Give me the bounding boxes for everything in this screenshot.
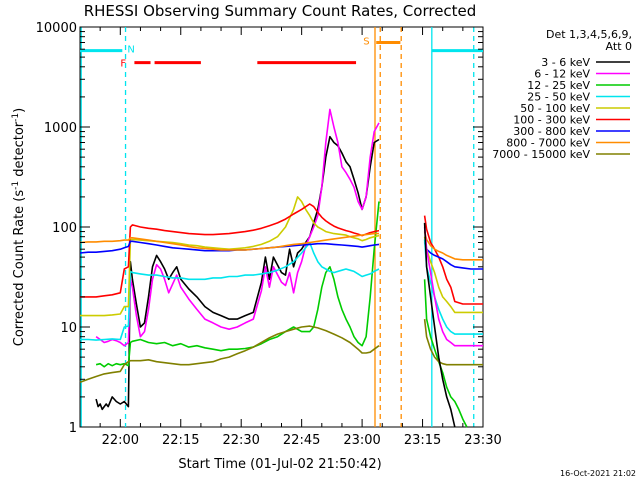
series-after-gap-3	[423, 236, 483, 314]
y-axis-label-text: Corrected Count Rate (s	[12, 190, 27, 347]
y-tick-label-1: 10	[60, 321, 77, 336]
legend-entry-3: 25 - 50 keV	[527, 91, 590, 104]
series-line-3	[80, 241, 380, 341]
series-line-1	[95, 108, 380, 347]
x-tick-label-0: 22:00	[102, 433, 139, 448]
series-after-gap-2	[423, 231, 483, 261]
y-axis-ticks: 1 10 100 1000 10000	[36, 21, 483, 436]
legend-entry-0: 3 - 6 keV	[541, 56, 590, 69]
series-lines	[79, 108, 483, 428]
series-after-gap-7	[423, 319, 483, 366]
legend-entry-4: 50 - 100 keV	[520, 102, 590, 115]
legend-entry-7: 800 - 7000 keV	[506, 137, 590, 150]
x-tick-label-3: 22:45	[283, 433, 320, 448]
series-line-4	[80, 196, 380, 317]
x-tick-label-6: 23:30	[464, 433, 501, 448]
legend-entry-6: 300 - 800 keV	[513, 125, 590, 138]
y-tick-label-3: 1000	[44, 121, 77, 136]
flag-label-F: F	[120, 59, 126, 70]
legend-header-line-2: Att 0	[606, 40, 632, 53]
flag-label-S: S	[363, 36, 369, 47]
x-axis-ticks: 22:00 22:15 22:30 22:45 23:00 23:15 23:30	[99, 27, 502, 448]
timestamp: 16-Oct-2021 21:02	[560, 469, 636, 478]
series-after-gap-6	[423, 279, 468, 428]
y-axis-label: Corrected Count Rate (s-1 detector-1)	[11, 108, 27, 346]
series-after-gap-8	[423, 222, 456, 428]
y-axis-label-mid: detector	[12, 121, 27, 181]
flag-bars: NF S	[80, 36, 483, 70]
series-line-5	[80, 203, 380, 298]
chart-title: RHESSI Observing Summary Count Rates, Co…	[84, 2, 477, 20]
legend-entry-2: 12 - 25 keV	[527, 79, 590, 92]
x-tick-label-4: 23:00	[343, 433, 380, 448]
legend-entry-1: 6 - 12 keV	[534, 68, 590, 81]
y-tick-label-0: 1	[69, 421, 77, 436]
y-axis-label-sup2: -1	[11, 113, 21, 122]
legend-header-line-1: Det 1,3,4,5,6,9,	[546, 28, 632, 41]
y-tick-label-2: 100	[52, 221, 77, 236]
series-after-gap-0	[423, 215, 483, 305]
series-line-0	[95, 135, 380, 411]
series-after-gap-1	[423, 242, 483, 270]
x-tick-label-1: 22:15	[162, 433, 199, 448]
vertical-markers	[80, 27, 475, 427]
x-tick-label-5: 23:15	[404, 433, 441, 448]
x-tick-label-2: 22:30	[222, 433, 259, 448]
legend-entry-8: 7000 - 15000 keV	[492, 148, 590, 161]
y-tick-label-4: 10000	[36, 21, 77, 36]
x-axis-label: Start Time (01-Jul-02 21:50:42)	[178, 457, 381, 472]
legend-entry-5: 100 - 300 keV	[513, 114, 590, 127]
series-after-gap-4	[423, 239, 483, 335]
y-axis-label-sup1: -1	[11, 181, 21, 190]
y-axis-label-end: )	[12, 108, 27, 113]
flag-label-N: N	[127, 45, 134, 56]
series-line-8	[79, 325, 380, 384]
series-line-7	[79, 232, 379, 251]
series-after-gap-5	[423, 226, 483, 347]
series-line-6	[79, 240, 380, 254]
